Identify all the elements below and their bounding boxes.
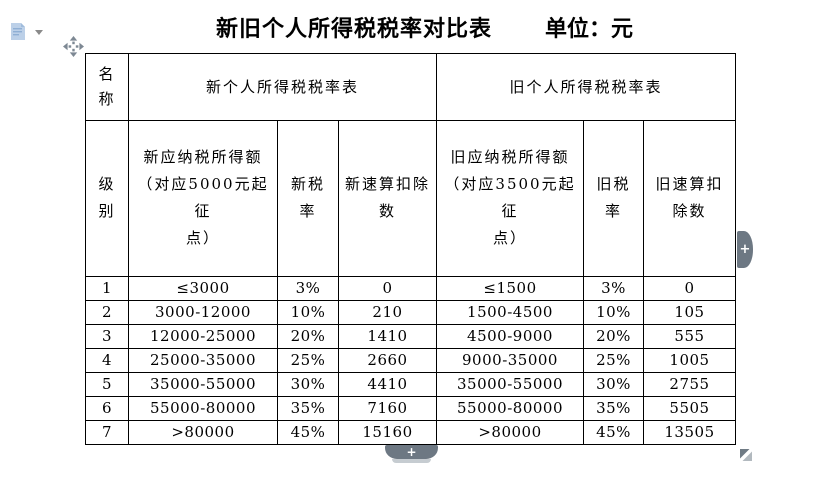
table-cell[interactable]: 15160 xyxy=(338,419,437,446)
table-move-handle[interactable] xyxy=(63,36,84,57)
table-cell[interactable]: 1005 xyxy=(643,347,736,373)
table-row: 7 >80000 45% 15160 >80000 45% 13505 xyxy=(85,419,736,446)
table-cell[interactable]: ≤3000 xyxy=(128,275,278,301)
table-cell[interactable]: 30% xyxy=(583,371,644,397)
table-cell[interactable]: 2660 xyxy=(338,347,437,373)
table-row: 2 3000-12000 10% 210 1500-4500 10% 105 xyxy=(85,299,736,325)
table-cell[interactable]: 0 xyxy=(338,275,437,301)
header-new-deduction[interactable]: 新速算扣除 数 xyxy=(338,120,437,277)
table-cell[interactable]: 13505 xyxy=(643,419,736,446)
header-old-income[interactable]: 旧应纳税所得额 （对应3500元起征 点） xyxy=(436,120,584,277)
document-title: 新旧个人所得税税率对比表 xyxy=(216,16,493,42)
header-new-rate[interactable]: 新税 率 xyxy=(277,120,339,277)
unit-label: 单位：元 xyxy=(545,16,634,42)
header-new-income[interactable]: 新应纳税所得额 （对应5000元起征 点） xyxy=(128,120,278,277)
table-cell[interactable]: 105 xyxy=(643,299,736,325)
header-level[interactable]: 级 别 xyxy=(85,120,129,277)
resize-icon xyxy=(740,449,752,461)
table-cell[interactable]: 10% xyxy=(583,299,644,325)
header-name[interactable]: 名 称 xyxy=(85,52,129,122)
table-header-row-2: 级 别 新应纳税所得额 （对应5000元起征 点） 新税 率 新速算扣除 数 旧… xyxy=(85,120,736,277)
table-cell[interactable]: 7 xyxy=(85,419,129,446)
table-row: 1 ≤3000 3% 0 ≤1500 3% 0 xyxy=(85,275,736,301)
clipboard-paste-icon xyxy=(11,23,25,40)
table-cell[interactable]: 55000-80000 xyxy=(436,395,584,421)
table-cell[interactable]: 1 xyxy=(85,275,129,301)
table-row: 6 55000-80000 35% 7160 55000-80000 35% 5505 xyxy=(85,395,736,421)
table-cell[interactable]: 2 xyxy=(85,299,129,325)
chevron-down-icon xyxy=(35,30,43,35)
header-old-table[interactable]: 旧个人所得税税率表 xyxy=(436,52,736,122)
table-cell[interactable]: 555 xyxy=(643,323,736,349)
table-cell[interactable]: 30% xyxy=(277,371,339,397)
table-cell[interactable]: 3 xyxy=(85,323,129,349)
table-cell[interactable]: 3% xyxy=(583,275,644,301)
plus-icon: + xyxy=(406,445,417,459)
table-cell[interactable]: 1410 xyxy=(338,323,437,349)
table-cell[interactable]: >80000 xyxy=(128,419,278,446)
tax-rate-comparison-table: 名 称 新个人所得税税率表 旧个人所得税税率表 级 别 新应纳税所得额 （对应5… xyxy=(85,52,736,446)
header-new-table[interactable]: 新个人所得税税率表 xyxy=(128,52,437,122)
table-cell[interactable]: 9000-35000 xyxy=(436,347,584,373)
table-cell[interactable]: 45% xyxy=(277,419,339,446)
add-row-button[interactable]: + xyxy=(385,445,438,459)
table-cell[interactable]: 35000-55000 xyxy=(128,371,278,397)
table-cell[interactable]: 35% xyxy=(583,395,644,421)
table-cell[interactable]: 3% xyxy=(277,275,339,301)
table-cell[interactable]: 25% xyxy=(583,347,644,373)
table-cell[interactable]: 5 xyxy=(85,371,129,397)
table-body: 1 ≤3000 3% 0 ≤1500 3% 0 2 3000-12000 10% 210 1500-4… xyxy=(85,275,736,446)
table-cell[interactable]: 4500-9000 xyxy=(436,323,584,349)
table-cell[interactable]: 3000-12000 xyxy=(128,299,278,325)
table-cell[interactable]: ≤1500 xyxy=(436,275,584,301)
table-cell[interactable]: 6 xyxy=(85,395,129,421)
table-cell[interactable]: 4410 xyxy=(338,371,437,397)
add-row-button-shadow xyxy=(392,459,431,463)
table-cell[interactable]: 55000-80000 xyxy=(128,395,278,421)
header-old-deduction[interactable]: 旧速算扣 除数 xyxy=(643,120,736,277)
paste-options-button[interactable] xyxy=(9,22,47,44)
table-cell[interactable]: 45% xyxy=(583,419,644,446)
table-row: 5 35000-55000 30% 4410 35000-55000 30% 2755 xyxy=(85,371,736,397)
plus-icon: + xyxy=(739,242,751,257)
table-cell[interactable]: 35% xyxy=(277,395,339,421)
add-column-button[interactable]: + xyxy=(737,231,753,268)
table-row: 3 12000-25000 20% 1410 4500-9000 20% 555 xyxy=(85,323,736,349)
table-header-row-1: 名 称 新个人所得税税率表 旧个人所得税税率表 xyxy=(85,52,736,122)
table-cell[interactable]: 10% xyxy=(277,299,339,325)
table-cell[interactable]: 25% xyxy=(277,347,339,373)
table-cell[interactable]: 20% xyxy=(583,323,644,349)
table-cell[interactable]: 0 xyxy=(643,275,736,301)
table-cell[interactable]: >80000 xyxy=(436,419,584,446)
table-cell[interactable]: 1500-4500 xyxy=(436,299,584,325)
table-cell[interactable]: 2755 xyxy=(643,371,736,397)
table-cell[interactable]: 12000-25000 xyxy=(128,323,278,349)
table-cell[interactable]: 25000-35000 xyxy=(128,347,278,373)
table-cell[interactable]: 20% xyxy=(277,323,339,349)
table-cell[interactable]: 5505 xyxy=(643,395,736,421)
table-cell[interactable]: 210 xyxy=(338,299,437,325)
move-icon xyxy=(63,36,84,57)
table-cell[interactable]: 4 xyxy=(85,347,129,373)
table-row: 4 25000-35000 25% 2660 9000-35000 25% 1005 xyxy=(85,347,736,373)
table-resize-handle[interactable] xyxy=(739,447,753,461)
table-cell[interactable]: 35000-55000 xyxy=(436,371,584,397)
header-old-rate[interactable]: 旧税 率 xyxy=(583,120,644,277)
table-cell[interactable]: 7160 xyxy=(338,395,437,421)
